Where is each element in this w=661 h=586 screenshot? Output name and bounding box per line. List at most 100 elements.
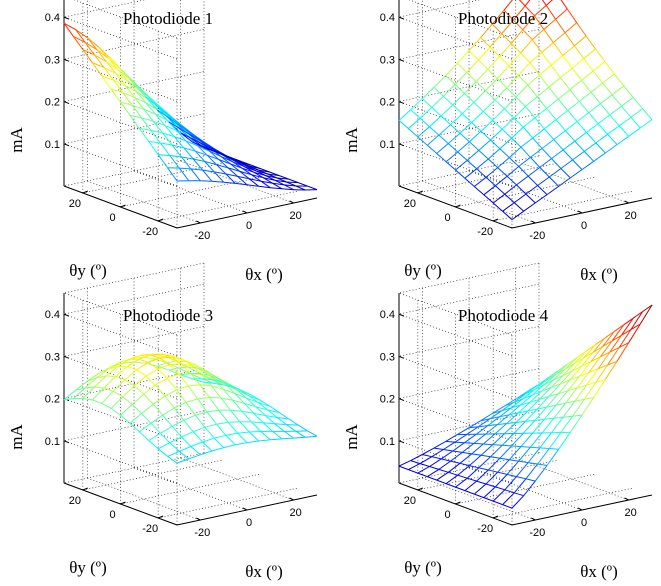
mesh-line (213, 171, 225, 183)
mesh-line (124, 85, 135, 98)
mesh-line (167, 167, 178, 182)
mesh-line (143, 353, 153, 358)
mesh-line (183, 147, 194, 160)
mesh-line (183, 359, 194, 367)
subplot-title: Photodiode 1 (123, 9, 213, 28)
x-tick-label: -20 (529, 527, 545, 539)
mesh-line (164, 389, 177, 397)
mesh-line (145, 102, 159, 111)
gridline (493, 487, 634, 519)
z-tick-label: 0.3 (45, 54, 60, 66)
mesh-line (525, 185, 538, 195)
mesh-line (267, 409, 280, 414)
mesh-line (419, 456, 433, 465)
mesh-line (506, 412, 519, 424)
mesh-line (502, 492, 515, 505)
mesh-line (124, 369, 138, 381)
mesh-line (237, 175, 250, 180)
mesh-line (133, 361, 146, 364)
z-tick-label: 0.3 (380, 54, 395, 66)
mesh-line (459, 122, 473, 134)
mesh-line (537, 176, 550, 186)
mesh-line (499, 407, 512, 418)
mesh-line (574, 35, 587, 47)
mesh-line (534, 465, 548, 482)
mesh-line (98, 46, 109, 59)
mesh-line (562, 370, 573, 377)
mesh-line (92, 62, 105, 68)
mesh-line (150, 130, 161, 144)
mesh-line (230, 163, 243, 169)
mesh-line (588, 356, 601, 373)
mesh-line (398, 460, 411, 467)
mesh-line (265, 415, 278, 418)
mesh-line (517, 401, 531, 414)
mesh-line (549, 168, 562, 178)
mesh-line (211, 385, 222, 399)
mesh-line (197, 367, 207, 372)
mesh-line (443, 441, 456, 450)
mesh-line (138, 128, 150, 142)
mesh-line (548, 370, 559, 379)
mesh-line (239, 421, 250, 433)
mesh-line (592, 346, 603, 353)
mesh-line (187, 366, 198, 369)
mesh-line (555, 119, 566, 131)
mesh-line (222, 384, 233, 388)
mesh-line (143, 384, 156, 395)
mesh-line (525, 408, 538, 422)
mesh-line (143, 91, 154, 101)
mesh-line (485, 483, 496, 488)
mesh-line (525, 193, 536, 204)
mesh-line (143, 393, 154, 405)
mesh-line (204, 426, 215, 439)
mesh-line (475, 68, 489, 82)
mesh-line (487, 68, 498, 79)
subplot-title: Photodiode 3 (123, 306, 213, 325)
mesh-line (511, 404, 521, 409)
mesh-line (201, 374, 212, 387)
z-tick (398, 398, 405, 402)
mesh-line (464, 433, 477, 444)
mesh-line (562, 55, 573, 69)
mesh-line (499, 414, 509, 418)
mesh-line (117, 69, 128, 82)
mesh-line (478, 139, 491, 151)
mesh-line (574, 350, 587, 364)
mesh-line (436, 143, 449, 154)
mesh-line (148, 432, 161, 441)
mesh-line (192, 431, 203, 443)
mesh-line (208, 374, 219, 379)
mesh-line (276, 177, 287, 183)
mesh-line (466, 150, 480, 161)
mesh-line (609, 346, 620, 353)
mesh-line (267, 173, 278, 179)
mesh-line (564, 22, 578, 34)
mesh-line (539, 158, 552, 168)
mesh-line (160, 142, 171, 156)
mesh-line (286, 424, 299, 426)
mesh-line (272, 431, 283, 440)
mesh-line (487, 457, 501, 471)
mesh-line (269, 405, 280, 414)
mesh-line (511, 432, 524, 447)
mesh-line (481, 454, 491, 458)
mesh-line (454, 84, 465, 94)
mesh-line (222, 154, 233, 159)
mesh-line (183, 414, 196, 421)
mesh-line (207, 409, 219, 413)
mesh-line (87, 377, 97, 382)
mesh-line (257, 402, 269, 411)
y-tick-label: 20 (69, 495, 81, 507)
mesh-line (466, 467, 480, 479)
mesh-line (202, 169, 213, 182)
mesh-line (527, 84, 538, 98)
x-tick (624, 497, 629, 501)
mesh-line (492, 193, 506, 204)
mesh-line (208, 150, 220, 160)
mesh-line (173, 118, 184, 128)
mesh-line (419, 117, 430, 128)
mesh-line (230, 163, 241, 172)
mesh-line (546, 108, 557, 121)
gridline (455, 473, 596, 505)
